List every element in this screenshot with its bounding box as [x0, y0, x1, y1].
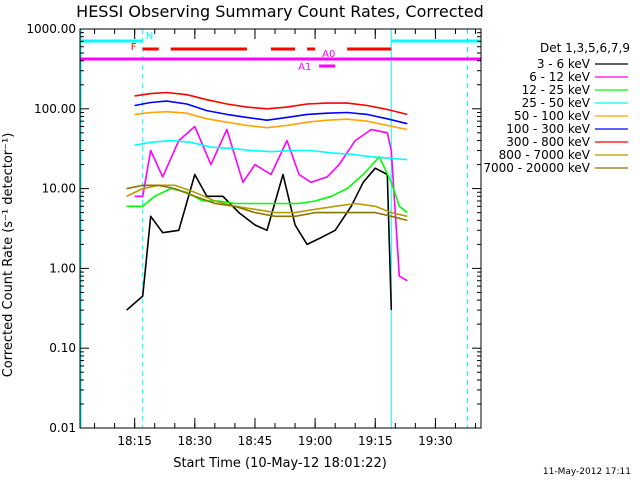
flag-label: A1	[298, 62, 311, 73]
series-line-2	[134, 125, 408, 282]
y-tick-label: 0.01	[49, 421, 76, 435]
legend-label: 50 - 100 keV	[514, 109, 591, 123]
x-tick-label: 18:45	[238, 434, 273, 448]
flag-label: F	[131, 42, 137, 53]
legend-label: 12 - 25 keV	[522, 83, 591, 97]
series-line-1	[126, 167, 393, 311]
legend-label: 25 - 50 keV	[522, 96, 591, 110]
x-tick-label: 19:15	[358, 434, 393, 448]
series-line-9	[126, 184, 408, 222]
x-tick-label: 19:30	[418, 434, 453, 448]
x-tick-label: 18:30	[178, 434, 213, 448]
legend-label: 100 - 300 keV	[506, 122, 590, 136]
series-line-6	[134, 100, 408, 125]
y-tick-label: 1.00	[49, 261, 76, 275]
y-tick-label: 10.00	[42, 182, 76, 196]
flag-label: N	[146, 31, 153, 42]
footer-date: 11-May-2012 17:11	[543, 467, 631, 477]
legend-label: 7000 - 20000 keV	[483, 161, 590, 175]
y-axis-label: Corrected Count Rate (s⁻¹ detector⁻¹)	[1, 133, 16, 378]
x-tick-label: 19:00	[298, 434, 333, 448]
chart-title: HESSI Observing Summary Count Rates, Cor…	[76, 2, 484, 21]
legend-label: 300 - 800 keV	[506, 135, 590, 149]
series-line-8	[126, 184, 408, 218]
legend-label: 800 - 7000 keV	[499, 148, 591, 162]
flag-bars: NF A0 A1	[80, 29, 481, 428]
x-axis-label: Start Time (10-May-12 18:01:22)	[173, 456, 387, 471]
legend-title: Det 1,3,5,6,7,9	[540, 41, 630, 55]
series-line-5	[134, 110, 408, 131]
axes: 0.01 0.10 1.00 10.00 100.00 1000.00 18:15 18:30…	[26, 22, 482, 448]
data-series	[126, 91, 408, 311]
y-tick-label: 0.10	[49, 341, 76, 355]
flag-label: A0	[322, 49, 335, 60]
x-tick-label: 18:15	[117, 434, 152, 448]
legend-label: 3 - 6 keV	[537, 57, 591, 71]
legend-label: 6 - 12 keV	[529, 70, 591, 84]
y-tick-label: 1000.00	[26, 22, 76, 36]
series-line-3	[126, 156, 408, 214]
y-tick-label: 100.00	[34, 102, 76, 116]
plot-frame	[79, 28, 482, 429]
series-line-4	[134, 139, 408, 161]
series-line-7	[134, 91, 408, 116]
